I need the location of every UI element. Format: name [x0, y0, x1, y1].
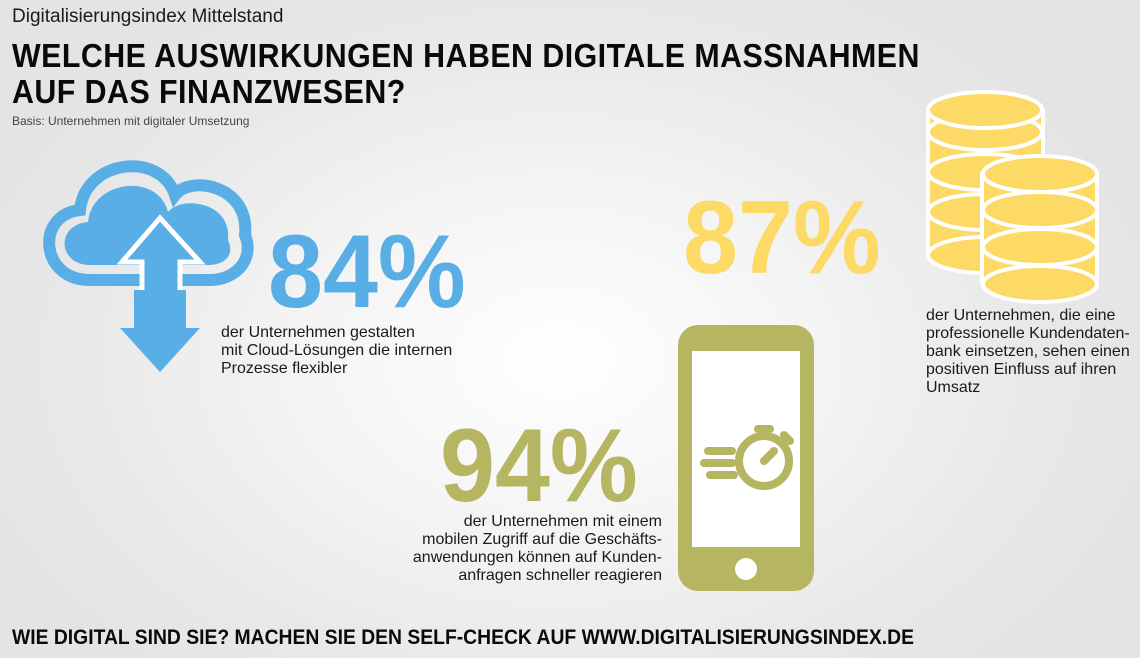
phone-description-line: anfragen schneller reagieren [458, 567, 662, 584]
phone-description: der Unternehmen mit einem mobilen Zugrif… [392, 513, 662, 585]
smartphone-stopwatch-icon [678, 325, 814, 591]
cloud-description-line: Prozesse flexibler [221, 360, 348, 377]
cloud-description-line: der Unternehmen gestalten [221, 324, 415, 341]
cloud-description-line: mit Cloud-Lösungen die internen [221, 342, 453, 359]
coins-description-line: der Unternehmen, die eine [926, 307, 1116, 324]
phone-description-line: mobilen Zugriff auf die Geschäfts- [422, 531, 662, 548]
cloud-description: der Unternehmen gestalten mit Cloud-Lösu… [221, 324, 481, 378]
coins-description-line: bank einsetzen, sehen einen [926, 343, 1130, 360]
phone-percentage: 94% [440, 408, 638, 524]
coins-percentage: 87% [683, 180, 881, 296]
coins-description-line: professionelle Kundendaten- [926, 325, 1130, 342]
coins-description: der Unternehmen, die eine professionelle… [926, 307, 1140, 397]
page-title-line-1: WELCHE AUSWIRKUNGEN HABEN DIGITALE MASSN… [12, 37, 920, 74]
basis-note: Basis: Unternehmen mit digitaler Umsetzu… [12, 114, 250, 128]
cloud-upload-icon [43, 160, 254, 372]
page-title-line-2: AUF DAS FINANZWESEN? [12, 73, 406, 110]
cloud-percentage: 84% [268, 214, 466, 330]
coins-description-line: Umsatz [926, 379, 981, 396]
coins-description-line: positiven Einfluss auf ihren [926, 361, 1117, 378]
kicker: Digitalisierungsindex Mittelstand [12, 6, 284, 27]
footer-cta[interactable]: WIE DIGITAL SIND SIE? MACHEN SIE DEN SEL… [12, 626, 914, 649]
phone-description-line: anwendungen können auf Kunden- [412, 549, 662, 566]
page-title: WELCHE AUSWIRKUNGEN HABEN DIGITALE MASSN… [12, 38, 932, 110]
coins-stack-icon [926, 90, 1099, 304]
phone-description-line: der Unternehmen mit einem [463, 513, 662, 530]
